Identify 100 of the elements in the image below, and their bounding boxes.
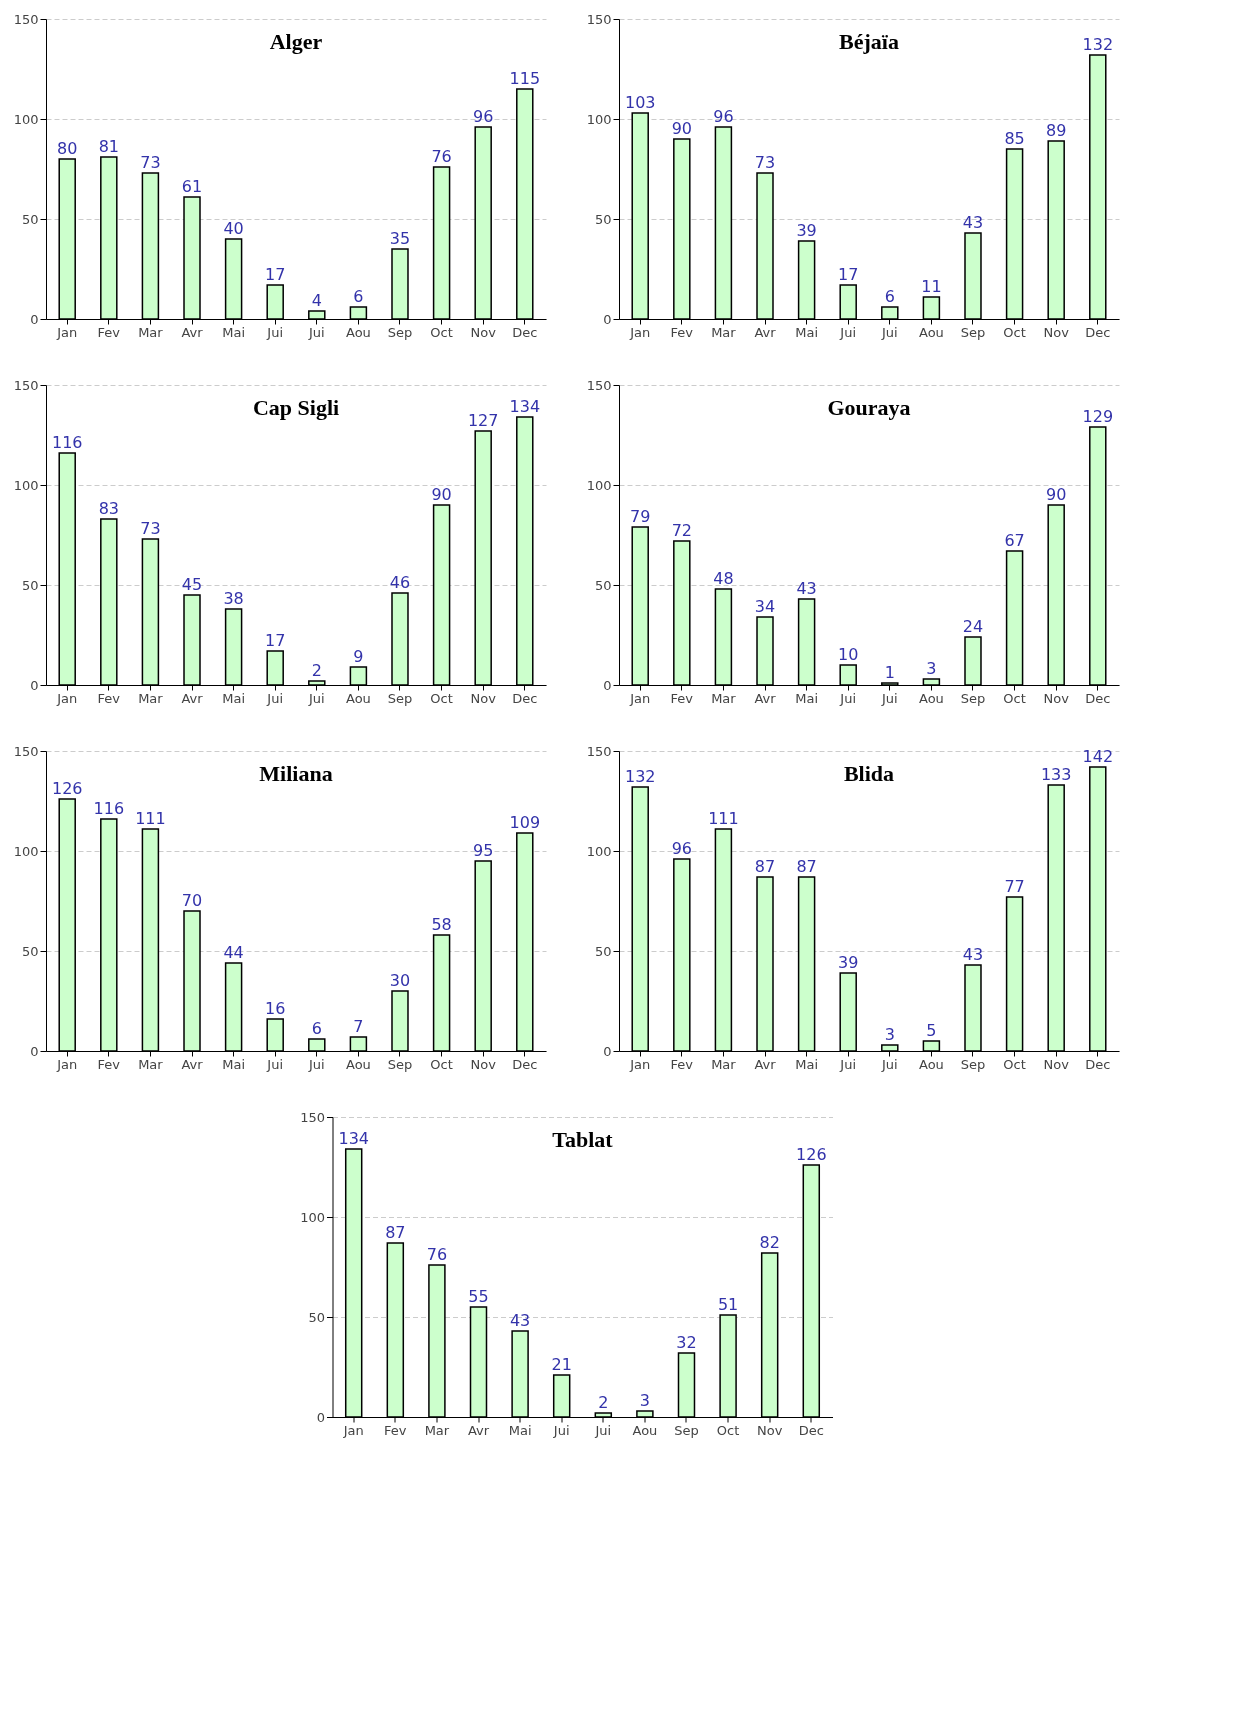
- y-tick-label: 100: [13, 111, 39, 127]
- x-tick-label: Avr: [754, 690, 777, 706]
- data-label: 116: [51, 433, 83, 452]
- data-label: 3: [926, 659, 937, 678]
- x-tick-label: Mar: [138, 1056, 164, 1072]
- data-label: 2: [311, 661, 322, 680]
- data-label: 35: [389, 229, 411, 248]
- y-tick-label: 100: [586, 477, 612, 493]
- data-label: 39: [838, 953, 859, 972]
- x-tick-label: Mar: [424, 1422, 450, 1438]
- x-tick-label: Jui: [880, 324, 898, 340]
- data-label: 1: [884, 663, 895, 682]
- x-tick-label: Jui: [552, 1422, 570, 1438]
- chart-title: Tablat: [552, 1127, 614, 1152]
- data-label: 76: [431, 147, 452, 166]
- x-tick-label: Dec: [512, 324, 538, 340]
- x-tick-label: Nov: [470, 690, 497, 706]
- data-label: 67: [1004, 531, 1025, 550]
- x-tick-label: Aou: [345, 1056, 371, 1072]
- data-label: 89: [1046, 121, 1067, 140]
- x-tick-label: Fev: [97, 690, 121, 706]
- x-tick-label: Mai: [795, 690, 818, 706]
- data-label: 61: [181, 177, 203, 196]
- x-tick-label: Jui: [266, 1056, 284, 1072]
- x-tick-label: Sep: [387, 324, 413, 340]
- x-tick-label: Fev: [97, 1056, 121, 1072]
- x-tick-label: Nov: [1043, 1056, 1070, 1072]
- y-tick-label: 150: [13, 743, 39, 759]
- data-label: 24: [962, 617, 984, 636]
- data-label: 80: [57, 139, 78, 158]
- data-label: 116: [93, 799, 125, 818]
- x-tick-label: Jui: [839, 690, 857, 706]
- x-tick-label: Oct: [430, 324, 453, 340]
- data-label: 81: [98, 137, 119, 156]
- x-tick-label: Fev: [670, 690, 694, 706]
- data-label: 51: [717, 1295, 739, 1314]
- chart-title: Miliana: [259, 761, 333, 786]
- x-tick-label: Oct: [1003, 1056, 1026, 1072]
- data-label: 77: [1004, 877, 1025, 896]
- data-label: 109: [509, 813, 541, 832]
- data-label: 126: [796, 1145, 827, 1164]
- x-tick-label: Sep: [960, 324, 986, 340]
- x-tick-label: Jui: [307, 1056, 325, 1072]
- data-label: 21: [551, 1355, 572, 1374]
- x-tick-label: Jui: [880, 690, 898, 706]
- y-tick-label: 50: [21, 943, 39, 959]
- data-label: 90: [1046, 485, 1067, 504]
- chart-title: Gouraya: [827, 395, 911, 420]
- x-tick-label: Sep: [674, 1422, 699, 1438]
- data-label: 96: [473, 107, 494, 126]
- data-label: 3: [639, 1391, 650, 1410]
- x-tick-label: Jui: [266, 690, 284, 706]
- x-tick-label: Aou: [345, 690, 371, 706]
- y-tick-label: 150: [586, 743, 612, 759]
- data-label: 134: [338, 1129, 369, 1148]
- data-label: 30: [389, 971, 411, 990]
- x-tick-label: Mar: [138, 690, 164, 706]
- data-label: 134: [509, 397, 541, 416]
- x-tick-label: Mar: [711, 1056, 737, 1072]
- data-label: 76: [426, 1245, 448, 1264]
- data-label: 43: [796, 579, 817, 598]
- chart-title: Béjaïa: [839, 29, 899, 54]
- x-tick-label: Jan: [56, 324, 78, 340]
- y-tick-label: 50: [21, 211, 39, 227]
- data-label: 6: [311, 1019, 322, 1038]
- x-tick-label: Oct: [1003, 324, 1026, 340]
- x-tick-label: Nov: [757, 1422, 783, 1438]
- data-label: 111: [135, 809, 166, 828]
- y-tick-label: 0: [316, 1409, 325, 1425]
- x-tick-label: Mai: [222, 1056, 245, 1072]
- data-label: 58: [431, 915, 452, 934]
- y-tick-label: 0: [603, 1043, 612, 1059]
- data-label: 126: [51, 779, 83, 798]
- y-tick-label: 100: [13, 477, 39, 493]
- x-tick-label: Mai: [222, 324, 245, 340]
- x-tick-label: Jan: [629, 1056, 651, 1072]
- data-label: 34: [754, 597, 776, 616]
- data-label: 10: [838, 645, 859, 664]
- x-tick-label: Sep: [960, 690, 986, 706]
- x-tick-label: Nov: [470, 324, 497, 340]
- x-tick-label: Dec: [798, 1422, 824, 1438]
- data-label: 90: [431, 485, 452, 504]
- data-label: 5: [926, 1021, 937, 1040]
- data-label: 43: [962, 945, 984, 964]
- data-label: 11: [921, 277, 942, 296]
- x-tick-label: Aou: [918, 1056, 944, 1072]
- data-label: 48: [713, 569, 734, 588]
- data-label: 6: [884, 287, 895, 306]
- x-tick-label: Mai: [795, 1056, 818, 1072]
- x-tick-label: Avr: [754, 1056, 777, 1072]
- x-tick-label: Fev: [670, 324, 694, 340]
- y-tick-label: 150: [586, 11, 612, 27]
- data-label: 73: [754, 153, 776, 172]
- data-label: 90: [671, 119, 692, 138]
- y-tick-label: 150: [13, 11, 39, 27]
- data-label: 17: [265, 631, 286, 650]
- data-label: 43: [962, 213, 984, 232]
- x-tick-label: Sep: [387, 690, 413, 706]
- x-tick-label: Avr: [181, 690, 204, 706]
- data-label: 85: [1004, 129, 1025, 148]
